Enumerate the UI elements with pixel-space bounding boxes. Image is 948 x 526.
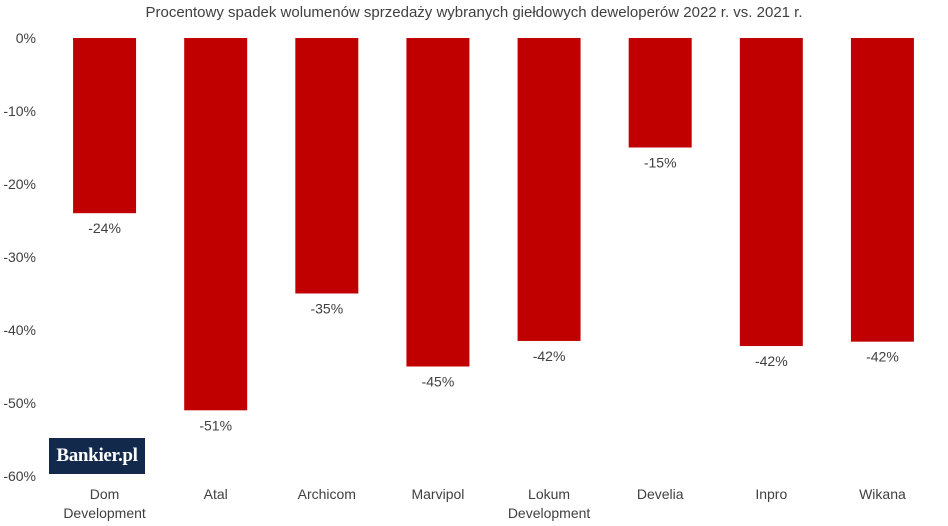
data-label: -45% (422, 374, 455, 390)
y-tick-label: -40% (3, 322, 36, 338)
logo-text: Bankier.pl (56, 445, 138, 466)
y-tick-label: -10% (3, 103, 36, 119)
data-labels: -24% -51% -35% -45% -42% -15% -42% -42% (88, 155, 899, 434)
y-tick-label: -20% (3, 176, 36, 192)
bar (850, 38, 914, 342)
x-tick-label: Lokum (528, 486, 570, 502)
bankier-logo: Bankier.pl (49, 438, 145, 474)
data-label: -15% (644, 155, 677, 171)
data-label: -42% (866, 349, 899, 365)
bar (295, 38, 359, 294)
bar (73, 38, 137, 214)
x-tick-label: Wikana (859, 486, 906, 502)
y-tick-label: -30% (3, 249, 36, 265)
x-tick-label: Dom (90, 486, 120, 502)
bar (739, 38, 803, 347)
bars (73, 38, 914, 411)
x-tick-label: Archicom (298, 486, 356, 502)
bar (184, 38, 248, 411)
bar (517, 38, 581, 341)
x-tick-label: Atal (204, 486, 228, 502)
bar (628, 38, 692, 148)
chart-title: Procentowy spadek wolumenów sprzedaży wy… (145, 4, 803, 21)
data-label: -24% (88, 220, 121, 236)
x-tick-label: Development (508, 505, 591, 521)
x-tick-label: Marvipol (411, 486, 464, 502)
data-label: -42% (533, 348, 566, 364)
x-tick-label: Develia (637, 486, 684, 502)
y-tick-label: -60% (3, 468, 36, 484)
y-tick-label: -50% (3, 395, 36, 411)
x-axis-labels: Dom Development Atal Archicom Marvipol Lokum D… (63, 486, 906, 521)
data-label: -42% (755, 353, 788, 369)
x-tick-label: Development (63, 505, 146, 521)
data-label: -51% (199, 417, 232, 433)
x-tick-label: Inpro (755, 486, 787, 502)
y-tick-label: 0% (16, 30, 36, 46)
bar (406, 38, 470, 367)
data-label: -35% (310, 301, 343, 317)
y-axis: 0% -10% -20% -30% -40% -50% -60% (3, 30, 36, 484)
